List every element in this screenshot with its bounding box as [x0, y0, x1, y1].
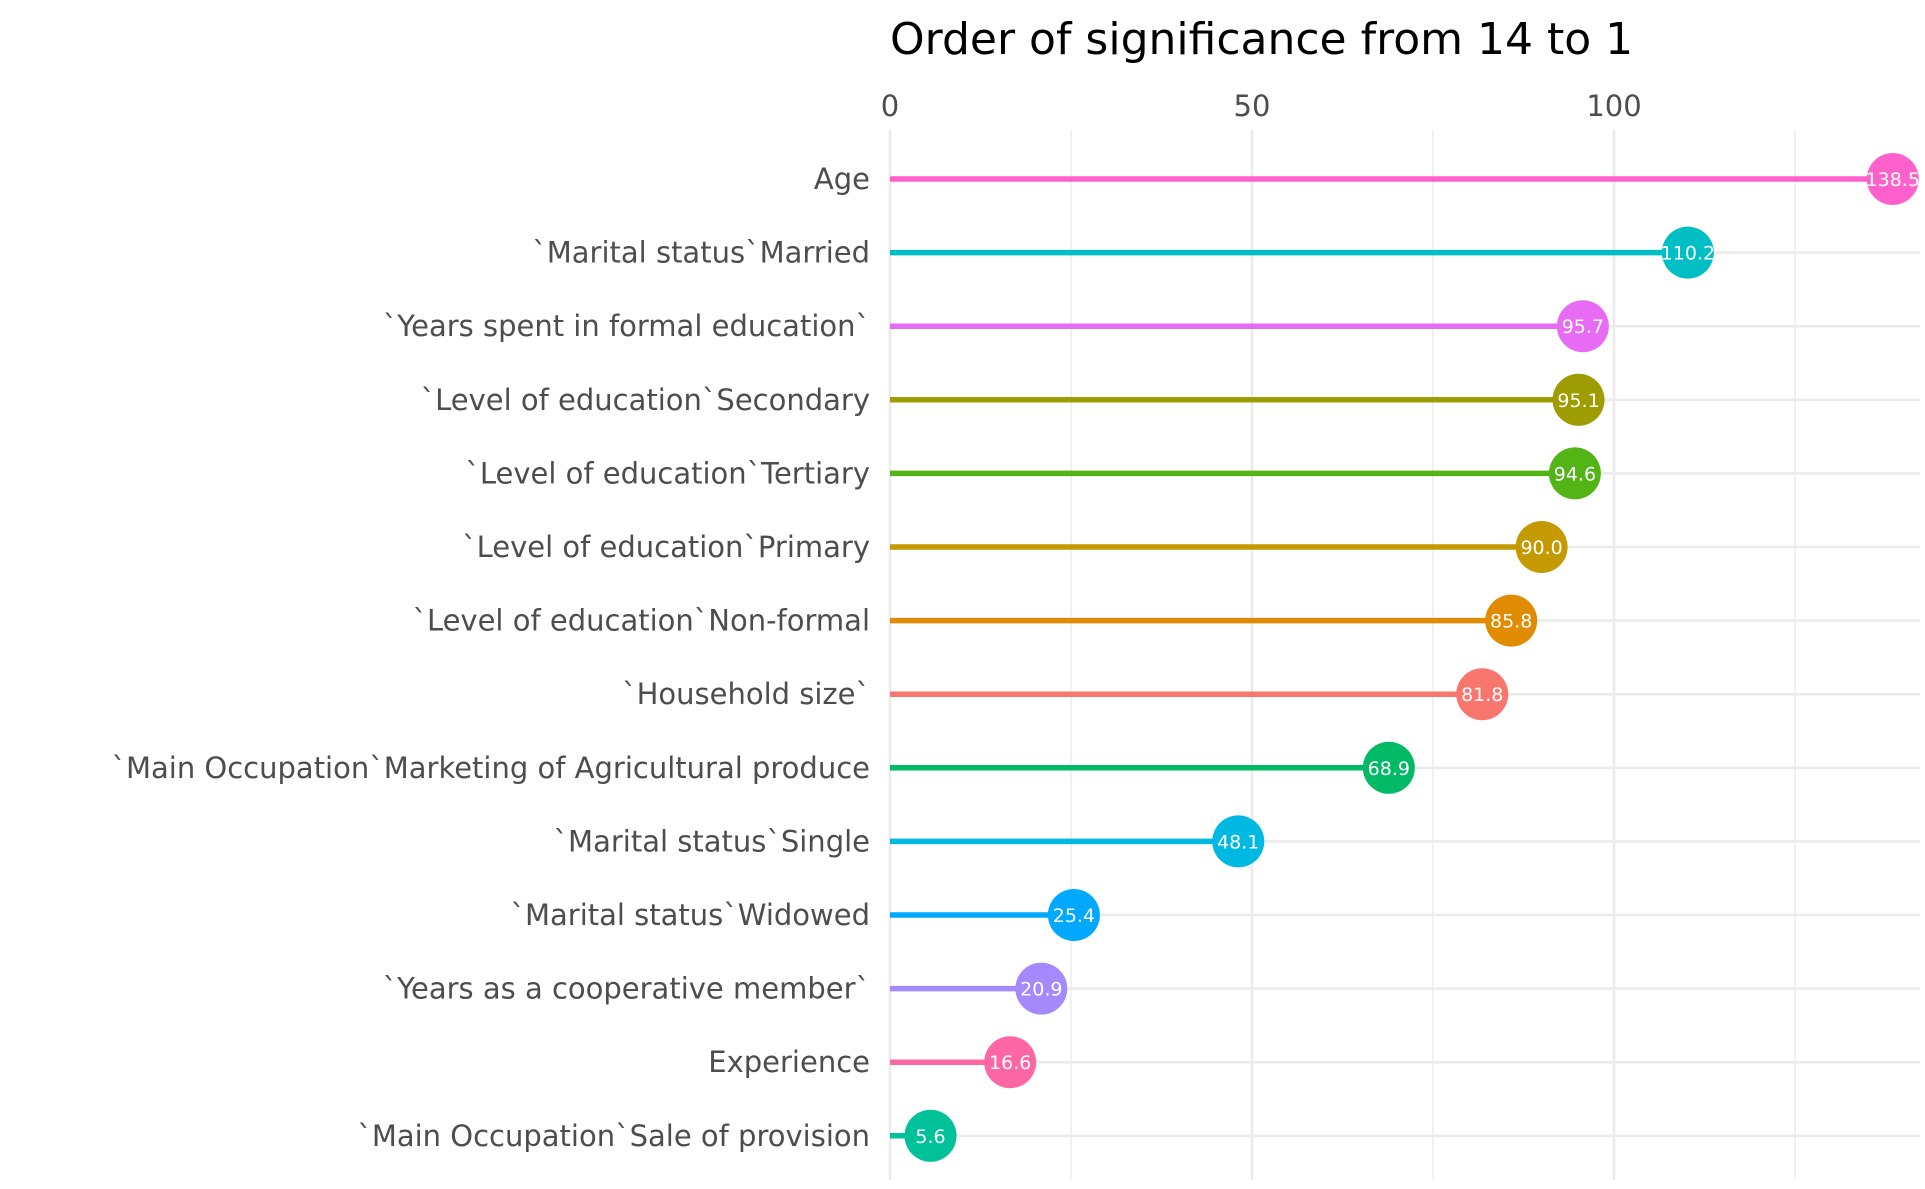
category-label: `Level of education`Non-formal [412, 604, 870, 638]
value-label: 20.9 [1020, 979, 1062, 1001]
category-label: `Marital status`Married [532, 236, 870, 270]
lollipop-dot [904, 1109, 957, 1162]
lollipop-dot [1515, 521, 1568, 573]
lollipop-dot [1866, 153, 1919, 205]
category-label: Age [814, 162, 870, 196]
value-label: 85.8 [1490, 611, 1532, 633]
category-label: `Household size` [622, 677, 870, 711]
value-label: 68.9 [1368, 758, 1410, 780]
x-tick-label: 100 [1586, 89, 1641, 123]
data-marks: 138.5 110.2 95.7 95.1 94.6 90.0 85.8 81.8 68.9 48… [890, 153, 1920, 1162]
x-axis: 0 50 100 [881, 89, 1642, 123]
value-label: 90.0 [1520, 537, 1562, 559]
lollipop-dot [1485, 594, 1538, 647]
category-label: `Main Occupation`Marketing of Agricultur… [111, 751, 870, 785]
category-label: `Level of education`Tertiary [465, 456, 870, 490]
lollipop-dot [1552, 373, 1605, 426]
category-label: `Marital status`Widowed [510, 898, 870, 932]
category-label: `Main Occupation`Sale of provision [357, 1119, 870, 1153]
category-label: `Level of education`Primary [462, 530, 870, 564]
category-label: `Level of education`Secondary [421, 383, 870, 417]
value-label: 94.6 [1554, 463, 1596, 485]
lollipop-dot [1212, 815, 1265, 868]
lollipop-dot [1456, 668, 1509, 721]
category-label: `Years as a cooperative member` [383, 972, 870, 1006]
value-label: 138.5 [1866, 169, 1920, 191]
value-label: 95.1 [1557, 390, 1599, 412]
lollipop-dot [1661, 226, 1714, 279]
y-axis-labels: Age `Marital status`Married `Years spent i… [111, 162, 870, 1153]
value-label: 16.6 [989, 1052, 1031, 1074]
category-label: Experience [708, 1045, 870, 1079]
value-label: 48.1 [1217, 831, 1259, 853]
value-label: 95.7 [1562, 316, 1604, 338]
value-label: 110.2 [1661, 243, 1715, 265]
lollipop-dot [984, 1036, 1037, 1089]
lollipop-dot [1047, 889, 1100, 941]
lollipop-dot [1556, 300, 1609, 353]
value-label: 25.4 [1053, 905, 1095, 927]
x-tick-label: 50 [1234, 89, 1271, 123]
lollipop-dot [1362, 741, 1415, 794]
category-label: `Marital status`Single [554, 824, 870, 858]
category-label: `Years spent in formal education` [383, 309, 870, 343]
x-tick-label: 0 [881, 89, 899, 123]
value-label: 5.6 [915, 1126, 945, 1148]
chart-title: Order of significance from 14 to 1 [890, 14, 1633, 65]
value-label: 81.8 [1461, 684, 1503, 706]
grid-layer [888, 130, 1920, 1180]
lollipop-dot [1548, 447, 1601, 500]
lollipop-dot [1015, 962, 1068, 1015]
